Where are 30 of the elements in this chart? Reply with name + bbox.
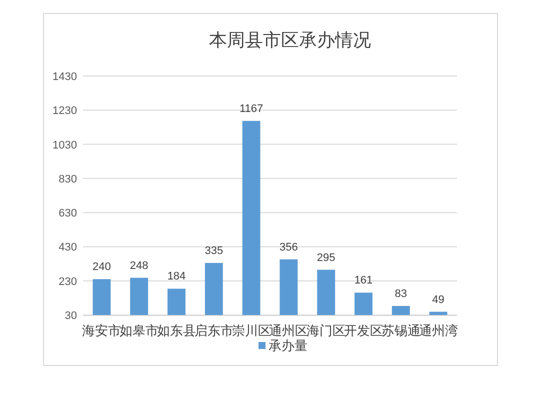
data-label: 295: [316, 252, 336, 264]
data-label: 335: [204, 244, 224, 257]
y-tick-label: 1030: [52, 139, 77, 152]
data-label: 184: [167, 270, 186, 283]
y-tick-label: 1230: [52, 105, 77, 118]
x-tick-label: 如东县: [157, 323, 196, 338]
data-label: 356: [280, 241, 298, 254]
x-tick-label: 海安市: [82, 323, 122, 338]
legend-label: 承办量: [268, 338, 308, 353]
data-label: 240: [92, 261, 111, 274]
x-tick-label: 通州湾: [418, 323, 458, 338]
y-tick-label: 430: [58, 242, 77, 254]
data-label: 83: [394, 288, 408, 300]
x-tick-label: 苏锡通: [381, 323, 420, 338]
x-tick-label: 启东市: [194, 323, 234, 338]
data-label: 248: [130, 260, 148, 272]
y-tick-label: 830: [58, 173, 77, 186]
y-tick-label: 230: [58, 276, 77, 288]
chart-title: 本周县市区承办情况: [209, 30, 371, 50]
data-label: 161: [354, 274, 373, 287]
y-tick-label: 30: [64, 310, 77, 322]
x-tick-label: 通州区: [269, 323, 308, 338]
y-tick-label: 630: [58, 208, 77, 220]
y-tick-label: 1430: [52, 71, 77, 83]
x-tick-label: 如皋市: [120, 323, 159, 338]
x-tick-label: 崇川区: [232, 323, 271, 338]
data-label: 1167: [239, 102, 264, 115]
x-tick-label: 开发区: [344, 323, 383, 338]
x-tick-label: 海门区: [306, 323, 346, 338]
data-label: 49: [432, 294, 444, 306]
